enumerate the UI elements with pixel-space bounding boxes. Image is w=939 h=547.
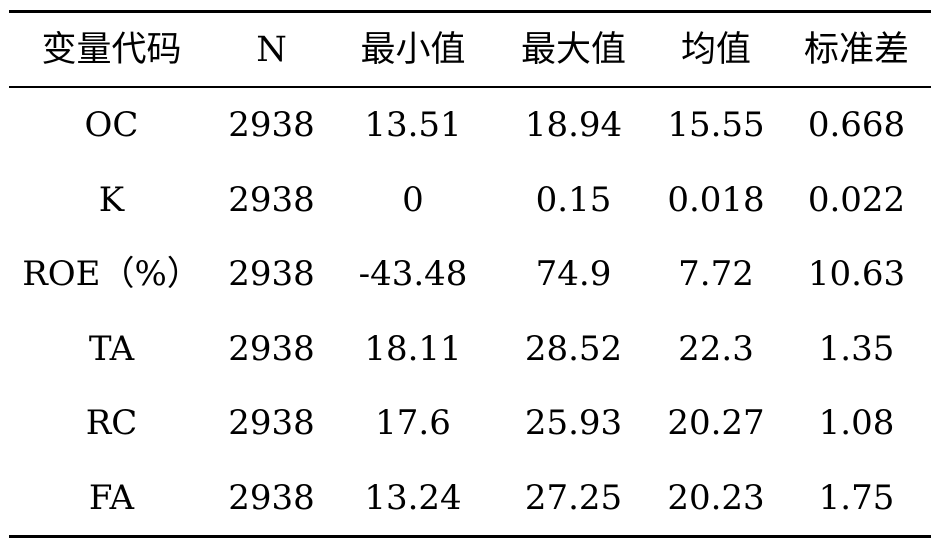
table-cell: 28.52	[524, 328, 623, 369]
table-cell: 18.94	[524, 105, 623, 146]
header-rule	[9, 86, 931, 88]
top-rule	[9, 10, 931, 13]
table-cell: 22.3	[678, 328, 754, 369]
table-cell: 0	[402, 179, 424, 220]
table-cell: 1.35	[818, 328, 895, 369]
table-row: RC 2938 17.6 25.93 20.27 1.08	[9, 386, 931, 461]
table-cell: 2938	[228, 105, 315, 146]
table-cell: 20.27	[667, 403, 765, 444]
table-row: TA 2938 18.11 28.52 22.3 1.35	[9, 312, 931, 387]
header-cell: 均值	[680, 29, 751, 70]
statistics-table: 变量代码 N 最小值 最大值 均值 标准差 OC 2938 13.51 18.9…	[9, 10, 931, 540]
table-row: OC 2938 13.51 18.94 15.55 0.668	[9, 88, 931, 163]
table-cell: 0.018	[667, 179, 765, 220]
bottom-rule	[9, 535, 931, 538]
table-cell: 13.24	[364, 477, 462, 518]
table-cell: 27.25	[524, 477, 623, 518]
table-cell: 2938	[228, 403, 315, 444]
table-cell: 15.55	[667, 105, 765, 146]
table-cell: K	[98, 179, 125, 220]
table-cell: -43.48	[358, 254, 468, 295]
table-cell: 0.022	[807, 179, 906, 220]
table-cell: TA	[88, 328, 135, 369]
table-cell: 1.75	[818, 477, 895, 518]
table-cell: 7.72	[678, 254, 754, 295]
header-cell: 最小值	[360, 29, 466, 70]
table-cell: 1.08	[818, 403, 895, 444]
table-cell: 13.51	[364, 105, 462, 146]
table-cell: 17.6	[375, 403, 451, 444]
table-cell: 2938	[228, 254, 315, 295]
table-header-row: 变量代码 N 最小值 最大值 均值 标准差	[9, 13, 931, 86]
table-cell: 2938	[228, 179, 315, 220]
table-cell: OC	[84, 105, 139, 146]
table-cell: 0.15	[535, 179, 612, 220]
table-cell: 10.63	[807, 254, 906, 295]
table-cell: 25.93	[524, 403, 623, 444]
header-cell: 最大值	[520, 29, 626, 70]
table-cell: ROE（%）	[22, 254, 201, 295]
table-cell: 20.23	[667, 477, 765, 518]
table-cell: 74.9	[535, 254, 612, 295]
header-cell: 变量代码	[41, 29, 182, 70]
header-cell: 标准差	[803, 29, 909, 70]
table-cell: 2938	[228, 328, 315, 369]
table-body: OC 2938 13.51 18.94 15.55 0.668 K 2938 0…	[9, 88, 931, 535]
table-row: FA 2938 13.24 27.25 20.23 1.75	[9, 461, 931, 536]
table-cell: FA	[88, 477, 135, 518]
table-cell: 18.11	[364, 328, 462, 369]
table-row: K 2938 0 0.15 0.018 0.022	[9, 163, 931, 238]
header-cell: N	[256, 29, 287, 70]
table-cell: RC	[85, 403, 138, 444]
table-cell: 0.668	[807, 105, 906, 146]
table-row: ROE（%） 2938 -43.48 74.9 7.72 10.63	[9, 237, 931, 312]
table-cell: 2938	[228, 477, 315, 518]
